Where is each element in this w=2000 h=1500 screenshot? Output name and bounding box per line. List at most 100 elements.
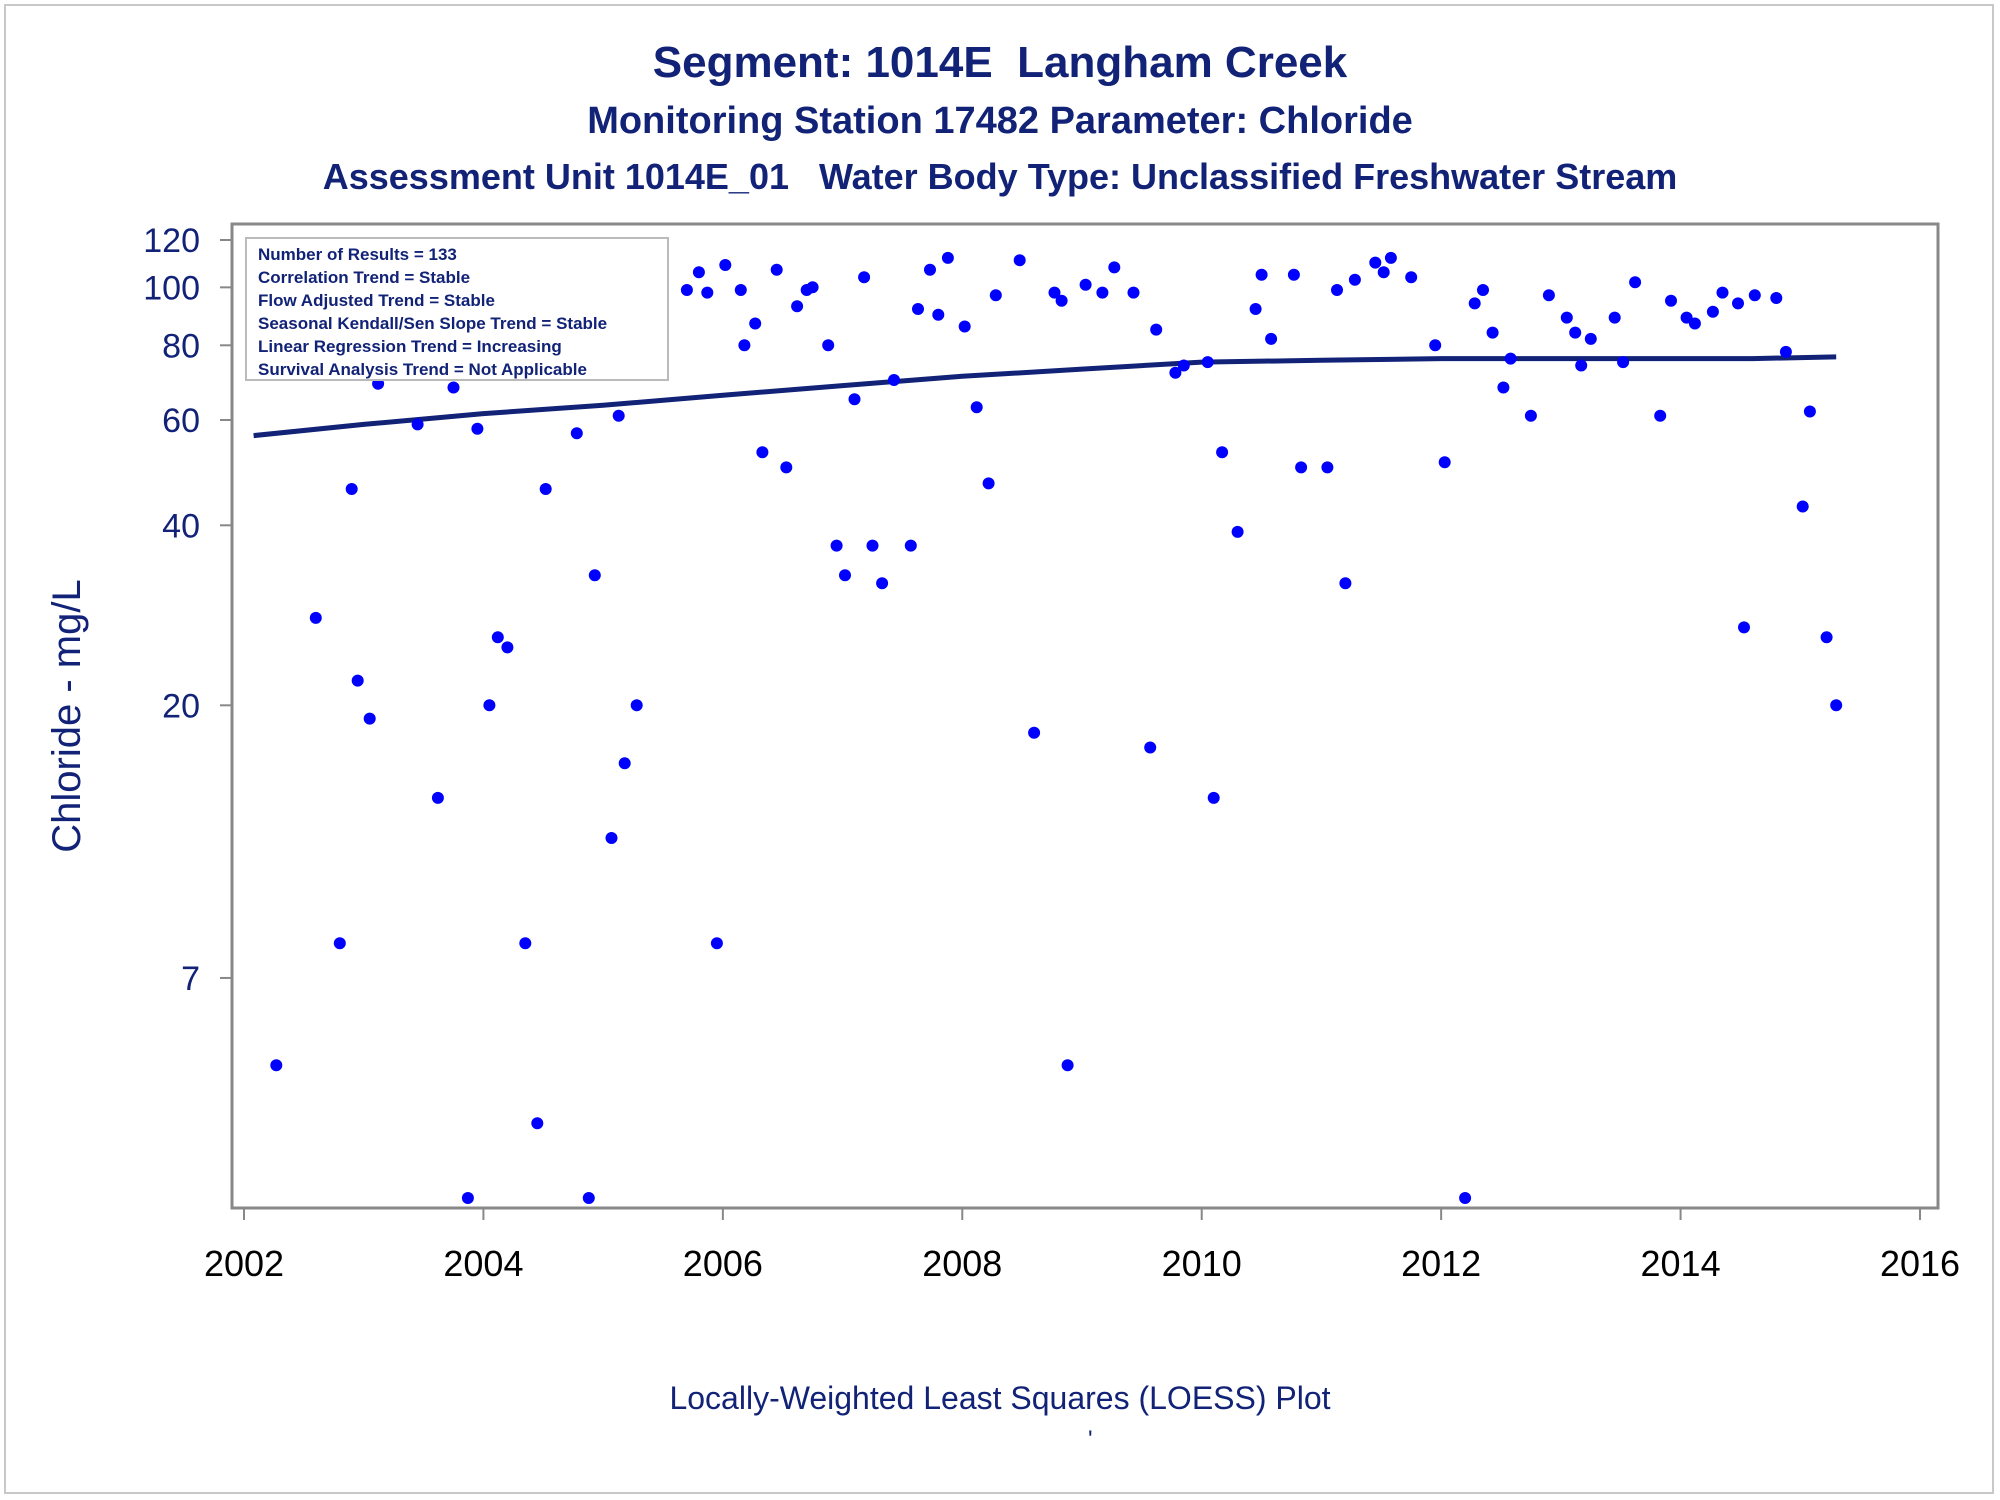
data-point	[822, 339, 835, 352]
data-point	[588, 569, 601, 582]
data-point	[1560, 311, 1573, 324]
data-point	[1108, 261, 1121, 274]
x-tick-label: 2008	[922, 1243, 1002, 1284]
stats-line: Flow Adjusted Trend = Stable	[258, 291, 495, 310]
plot-area	[230, 222, 1940, 1210]
data-point	[1459, 1192, 1472, 1204]
data-point	[1207, 791, 1220, 804]
data-point	[1438, 456, 1451, 469]
x-tick-label: 2014	[1641, 1243, 1721, 1284]
data-point	[970, 401, 983, 414]
chart-subtitle: Monitoring Station 17482 Parameter: Chlo…	[587, 100, 1413, 142]
stats-box-border	[245, 237, 669, 381]
data-point	[363, 712, 376, 725]
data-point	[605, 832, 618, 844]
data-point	[1231, 525, 1244, 538]
data-point	[1079, 278, 1092, 291]
data-point	[756, 446, 769, 459]
x-tick-label: 2016	[1880, 1243, 1960, 1284]
data-point	[719, 259, 732, 271]
data-point	[1706, 305, 1719, 318]
data-point	[1013, 254, 1026, 267]
data-point	[1738, 621, 1750, 634]
y-tick-label: 100	[143, 269, 200, 307]
y-axis: 7 20 40 60 80 100 120	[143, 222, 232, 998]
stats-line: Number of Results = 133	[258, 245, 457, 264]
data-point	[1201, 356, 1214, 369]
data-point	[1028, 726, 1041, 739]
data-point	[1384, 251, 1397, 264]
data-point	[519, 937, 532, 950]
y-tick-label: 40	[162, 507, 200, 545]
data-point	[1321, 461, 1334, 474]
data-point	[1096, 286, 1109, 299]
data-point	[1216, 446, 1229, 459]
data-point	[1654, 409, 1667, 422]
data-point	[932, 308, 945, 321]
x-tick-label: 2006	[683, 1243, 763, 1284]
data-point	[1405, 271, 1418, 284]
data-point	[1048, 286, 1061, 299]
y-tick-label: 120	[143, 222, 200, 260]
chart-footnote: Locally-Weighted Least Squares (LOESS) P…	[669, 1380, 1331, 1416]
data-point	[539, 483, 552, 495]
data-point	[1144, 741, 1157, 754]
chart-title: Segment: 1014E Langham Creek	[652, 38, 1348, 87]
data-point	[1295, 461, 1308, 474]
data-point	[1177, 359, 1190, 372]
data-point	[570, 427, 583, 440]
data-point	[692, 266, 705, 279]
data-point	[1504, 352, 1517, 365]
chart-subtitle-2: Assessment Unit 1014E_01 Water Body Type…	[322, 156, 1678, 197]
data-point	[1249, 303, 1262, 315]
data-point	[1569, 326, 1582, 339]
data-point	[1477, 284, 1489, 296]
data-point	[1820, 631, 1833, 644]
data-point	[1665, 294, 1677, 307]
data-point	[1348, 273, 1361, 286]
data-point	[858, 271, 871, 284]
data-point	[1287, 268, 1300, 281]
stats-box: Number of Results = 133 Correlation Trend…	[245, 237, 669, 381]
data-point	[1061, 1059, 1074, 1072]
data-point	[749, 317, 762, 330]
data-point	[612, 409, 625, 422]
loess-curve	[253, 354, 1837, 439]
data-point	[1339, 577, 1352, 590]
data-point	[1803, 405, 1816, 418]
data-point	[461, 1192, 474, 1204]
footnote-mark: '	[1088, 1426, 1093, 1453]
data-point	[1680, 311, 1693, 324]
x-tick-label: 2012	[1401, 1243, 1481, 1284]
data-point	[270, 1059, 283, 1072]
data-point	[1629, 276, 1642, 289]
data-point	[1617, 356, 1630, 369]
data-point	[941, 251, 954, 264]
data-point	[904, 539, 917, 552]
data-point	[1542, 289, 1555, 302]
data-point	[888, 374, 900, 386]
x-axis: 2002 2004 2006 2008 2010 2012 2014 2016	[204, 1208, 1960, 1284]
data-point	[618, 757, 631, 770]
data-point	[1377, 266, 1390, 279]
data-point	[1779, 345, 1792, 358]
data-point	[351, 674, 364, 687]
data-point	[345, 483, 358, 495]
data-point	[1468, 297, 1481, 310]
data-point	[1608, 311, 1621, 324]
data-point	[830, 539, 843, 552]
data-point	[501, 641, 514, 654]
y-tick-label: 60	[162, 402, 200, 440]
data-point	[839, 569, 851, 582]
data-point	[471, 422, 484, 435]
data-point	[1255, 268, 1268, 281]
data-point	[866, 539, 879, 552]
data-point	[1688, 317, 1701, 330]
data-point	[531, 1117, 544, 1130]
data-point	[1055, 294, 1068, 307]
data-point	[989, 289, 1002, 302]
x-tick-label: 2002	[204, 1243, 284, 1284]
data-point	[1716, 286, 1729, 299]
data-point	[738, 339, 751, 352]
data-point	[582, 1192, 595, 1204]
